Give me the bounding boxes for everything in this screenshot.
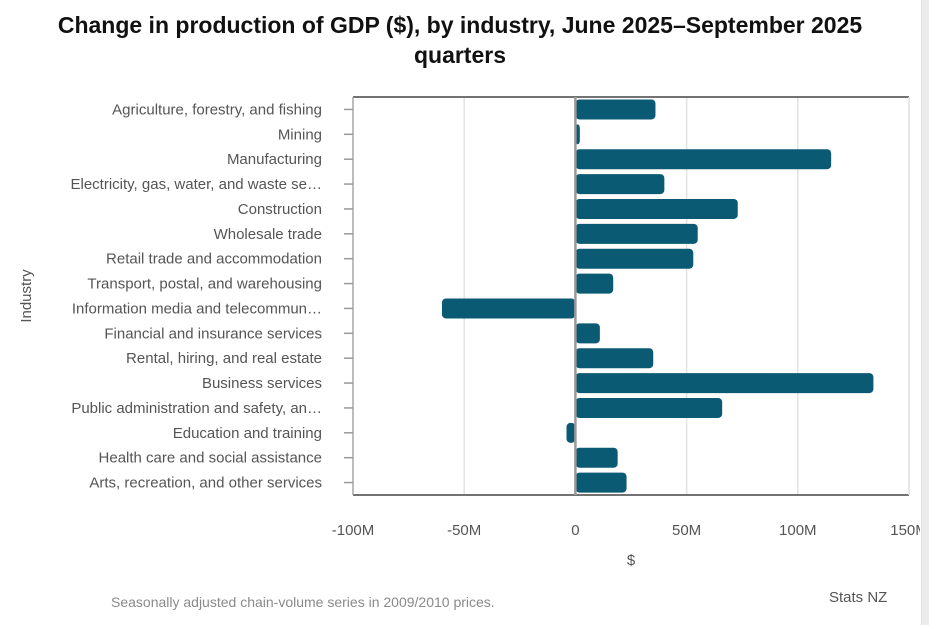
bar-chart: Agriculture, forestry, and fishing Mining… [18,96,920,569]
category-labels: Agriculture, forestry, and fishing Mining… [71,101,323,491]
page-scrollbar[interactable] [921,0,929,625]
category-label: Construction [238,201,322,218]
category-label: Wholesale trade [214,226,322,243]
axes [344,96,910,496]
bars [441,99,874,493]
category-label: Mining [278,126,322,143]
bar[interactable] [575,223,698,244]
bar[interactable] [575,198,738,219]
category-label: Arts, recreation, and other services [89,475,322,492]
bar[interactable] [575,174,665,195]
x-axis-title: $ [627,552,636,569]
category-label: Education and training [173,425,322,442]
category-label: Business services [202,375,322,392]
bar[interactable] [575,397,723,418]
category-label: Electricity, gas, water, and waste se… [71,176,323,193]
bar[interactable] [566,422,576,443]
category-label: Information media and telecommun… [72,300,322,317]
bar[interactable] [575,447,618,468]
bar[interactable] [575,248,694,269]
bar[interactable] [575,149,832,170]
x-tick-label: 50M [672,522,701,539]
category-label: Financial and insurance services [104,325,322,342]
y-axis-title: Industry [18,269,35,323]
category-label: Transport, postal, and warehousing [87,276,322,293]
x-tick-label: 100M [779,522,817,539]
x-tick-label: 150M [890,522,920,539]
x-tick-label: -50M [447,522,481,539]
category-label: Public administration and safety, an… [71,400,322,417]
bar[interactable] [575,323,600,344]
bar[interactable] [575,373,874,394]
source-credit: Stats NZ [829,589,888,606]
x-tick-label: 0 [571,522,579,539]
category-label: Agriculture, forestry, and fishing [112,101,322,118]
bar[interactable] [575,348,654,369]
category-label: Retail trade and accommodation [106,251,322,268]
category-label: Rental, hiring, and real estate [126,350,322,367]
x-tick-labels: -100M -50M 0 50M 100M 150M [332,522,920,539]
chart-title: Change in production of GDP ($), by indu… [57,12,863,68]
x-tick-label: -100M [332,522,375,539]
bar[interactable] [575,273,614,294]
category-label: Health care and social assistance [99,450,322,467]
bar[interactable] [441,298,576,319]
bar[interactable] [575,472,627,493]
category-label: Manufacturing [227,151,322,168]
bar[interactable] [575,99,656,120]
footnote: Seasonally adjusted chain-volume series … [111,594,495,610]
